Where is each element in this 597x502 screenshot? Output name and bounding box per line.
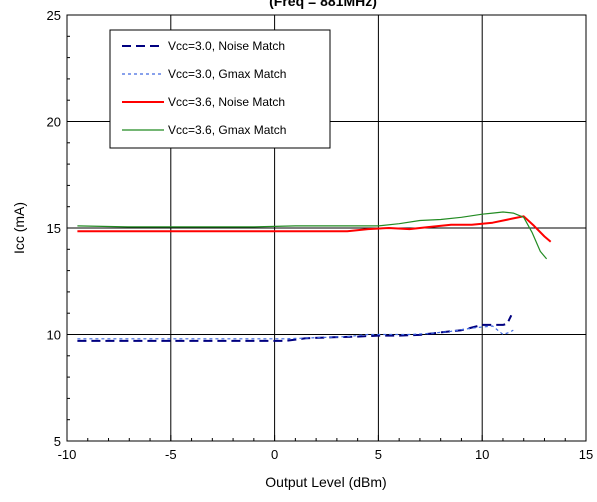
x-axis-label: Output Level (dBm) — [265, 474, 386, 490]
x-tick-label: 10 — [475, 447, 489, 462]
x-tick-label: 0 — [271, 447, 278, 462]
series-line-3 — [77, 215, 552, 243]
y-tick-label: 20 — [47, 115, 61, 130]
legend-label-4: Vcc=3.6, Gmax Match — [168, 123, 286, 137]
legend: Vcc=3.0, Noise Match Vcc=3.0, Gmax Match V… — [109, 29, 331, 149]
y-tick-label: 15 — [47, 221, 61, 236]
y-tick-label: 10 — [47, 328, 61, 343]
y-axis-ticks: 5 10 15 20 25 — [47, 8, 73, 449]
x-axis-ticks: -10 -5 0 5 10 15 — [58, 435, 593, 462]
y-tick-label: 5 — [54, 434, 61, 449]
legend-label-1: Vcc=3.0, Noise Match — [168, 39, 285, 53]
legend-box — [109, 29, 331, 149]
series-line-2 — [77, 325, 514, 340]
series-line-4 — [77, 211, 548, 260]
y-axis-label: Icc (mA) — [11, 202, 27, 254]
series-line-1 — [77, 314, 513, 342]
series-layer — [77, 211, 552, 342]
legend-label-3: Vcc=3.6, Noise Match — [168, 95, 285, 109]
legend-label-2: Vcc=3.0, Gmax Match — [168, 67, 286, 81]
chart-title: (Freq = 881MHz) — [269, 0, 377, 9]
x-tick-label: -5 — [165, 447, 177, 462]
x-tick-label: 15 — [579, 447, 593, 462]
x-tick-label: -10 — [58, 447, 77, 462]
x-tick-label: 5 — [375, 447, 382, 462]
y-tick-label: 25 — [47, 8, 61, 23]
